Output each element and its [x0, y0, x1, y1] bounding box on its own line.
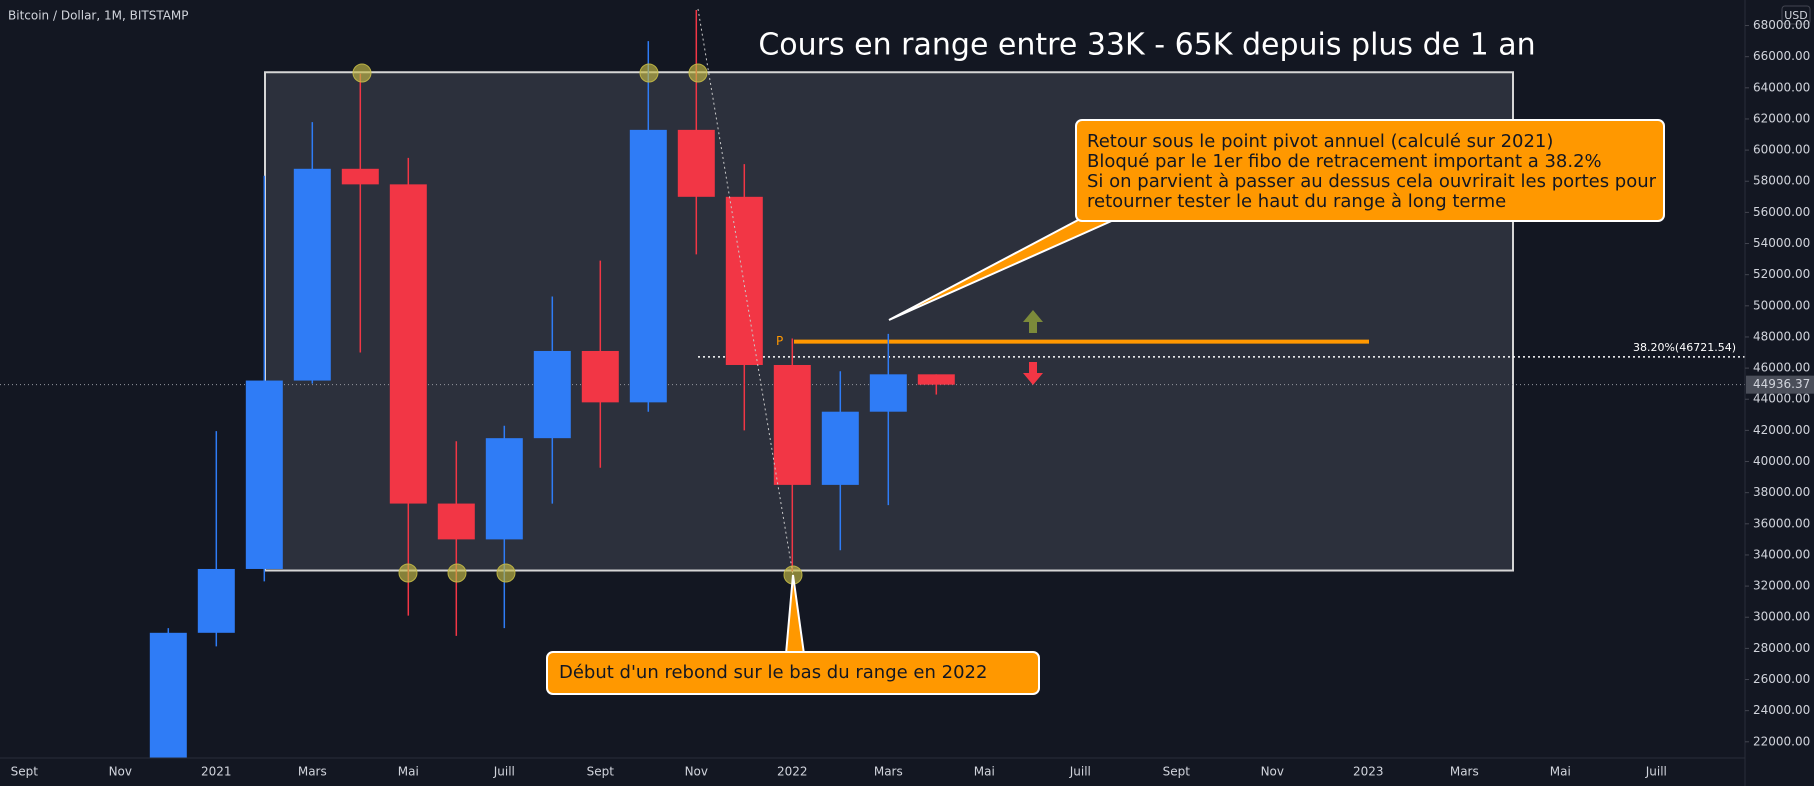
pivot-label: P: [776, 334, 783, 348]
currency-box: [1781, 5, 1811, 25]
touch-points: [352, 63, 803, 585]
x-tick-label: Sept: [587, 765, 615, 779]
callout-text: Si on parvient à passer au dessus cela o…: [1087, 171, 1657, 192]
touch-point: [496, 563, 516, 583]
x-axis-panel: [0, 758, 1814, 786]
candle-body: [917, 374, 955, 385]
y-tick-label: 38000.00: [1753, 485, 1810, 499]
touch-point: [398, 563, 418, 583]
y-tick-label: 22000.00: [1753, 734, 1810, 748]
callout-text: retourner tester le haut du range à long…: [1087, 191, 1506, 212]
candle-body: [533, 350, 571, 439]
x-tick-label: Sept: [1163, 765, 1191, 779]
y-tick-label: 30000.00: [1753, 610, 1810, 624]
x-axis: Sept Nov 2021 Mars Mai Juill Sept Nov 2022 Mars Ma…: [0, 757, 1814, 786]
y-tick-label: 50000.00: [1753, 298, 1810, 312]
touch-point: [352, 63, 372, 83]
symbol-label: Bitcoin / Dollar, 1M, BITSTAMP: [8, 9, 189, 23]
y-tick-label: 60000.00: [1753, 143, 1810, 157]
x-tick-label: Mars: [298, 765, 327, 779]
y-tick-label: 36000.00: [1753, 516, 1810, 530]
y-tick-label: 56000.00: [1753, 205, 1810, 219]
y-tick-label: 62000.00: [1753, 111, 1810, 125]
x-tick-label: Mars: [1450, 765, 1479, 779]
candle-body: [677, 129, 715, 197]
drawings: [352, 8, 1043, 585]
y-tick-label: 46000.00: [1753, 361, 1810, 375]
candle-body: [149, 632, 187, 758]
y-tick-label: 40000.00: [1753, 454, 1810, 468]
y-tick-label: 54000.00: [1753, 236, 1810, 250]
last-price-label: 44936.37: [1753, 377, 1810, 391]
candle-body: [821, 411, 859, 485]
callout-box: [1075, 119, 1665, 222]
candle-body: [773, 364, 811, 485]
x-tick-label: Juill: [493, 765, 515, 779]
x-tick-label: Juill: [1069, 765, 1091, 779]
touch-point: [639, 63, 659, 83]
candle-body: [437, 503, 475, 540]
candle-body: [581, 350, 619, 403]
touch-point: [447, 563, 467, 583]
x-tick-label: Nov: [1261, 765, 1284, 779]
y-tick-label: 26000.00: [1753, 672, 1810, 686]
x-tick-label: Mars: [874, 765, 903, 779]
candle-body: [485, 438, 523, 540]
candle-body: [293, 168, 331, 381]
x-tick-label: Mai: [974, 765, 995, 779]
x-tick-label: Sept: [11, 765, 39, 779]
fib-label: 38.20%(46721.54): [1633, 341, 1736, 354]
trend-line: [697, 8, 794, 576]
y-axis: USD 22000.00 24000.00 26000.00 28000.00 3000…: [1744, 0, 1814, 786]
currency-label: USD: [1784, 9, 1808, 22]
up-arrow: [1023, 310, 1043, 333]
y-tick-label: 24000.00: [1753, 703, 1810, 717]
candle-body: [389, 184, 427, 504]
y-tick-label: 44000.00: [1753, 392, 1810, 406]
y-tick-label: 68000.00: [1753, 18, 1810, 32]
x-tick-label: 2021: [201, 765, 232, 779]
x-tick-label: Mai: [398, 765, 419, 779]
chart-title: Cours en range entre 33K - 65K depuis pl…: [758, 28, 1535, 63]
candle-body: [725, 196, 763, 365]
callout-box: [546, 651, 1040, 695]
y-tick-label: 64000.00: [1753, 80, 1810, 94]
callout-text: Début d'un rebond sur le bas du range en…: [559, 662, 987, 683]
x-tick-label: Juill: [1645, 765, 1667, 779]
candle-body: [869, 374, 907, 412]
y-tick-label: 34000.00: [1753, 547, 1810, 561]
callout-text: Retour sous le point pivot annuel (calcu…: [1087, 131, 1553, 152]
y-tick-label: 52000.00: [1753, 267, 1810, 281]
x-tick-label: Nov: [685, 765, 708, 779]
candle-body: [197, 568, 235, 633]
y-tick-label: 32000.00: [1753, 579, 1810, 593]
x-tick-label: 2023: [1353, 765, 1384, 779]
candle-body: [245, 380, 283, 569]
touch-point: [688, 63, 708, 83]
y-tick-label: 28000.00: [1753, 641, 1810, 655]
last-price-tag: [1746, 375, 1814, 394]
callout-text: Bloqué par le 1er fibo de retracement im…: [1087, 151, 1602, 172]
candle-body: [341, 168, 379, 185]
annotations: Retour sous le point pivot annuel (calcu…: [546, 119, 1665, 695]
down-arrow: [1023, 362, 1043, 385]
candle-body: [629, 129, 667, 403]
y-tick-label: 42000.00: [1753, 423, 1810, 437]
y-tick-label: 58000.00: [1753, 174, 1810, 188]
x-tick-label: 2022: [777, 765, 808, 779]
y-tick-label: 66000.00: [1753, 49, 1810, 63]
x-tick-label: Nov: [109, 765, 132, 779]
y-tick-label: 48000.00: [1753, 329, 1810, 343]
x-tick-label: Mai: [1550, 765, 1571, 779]
